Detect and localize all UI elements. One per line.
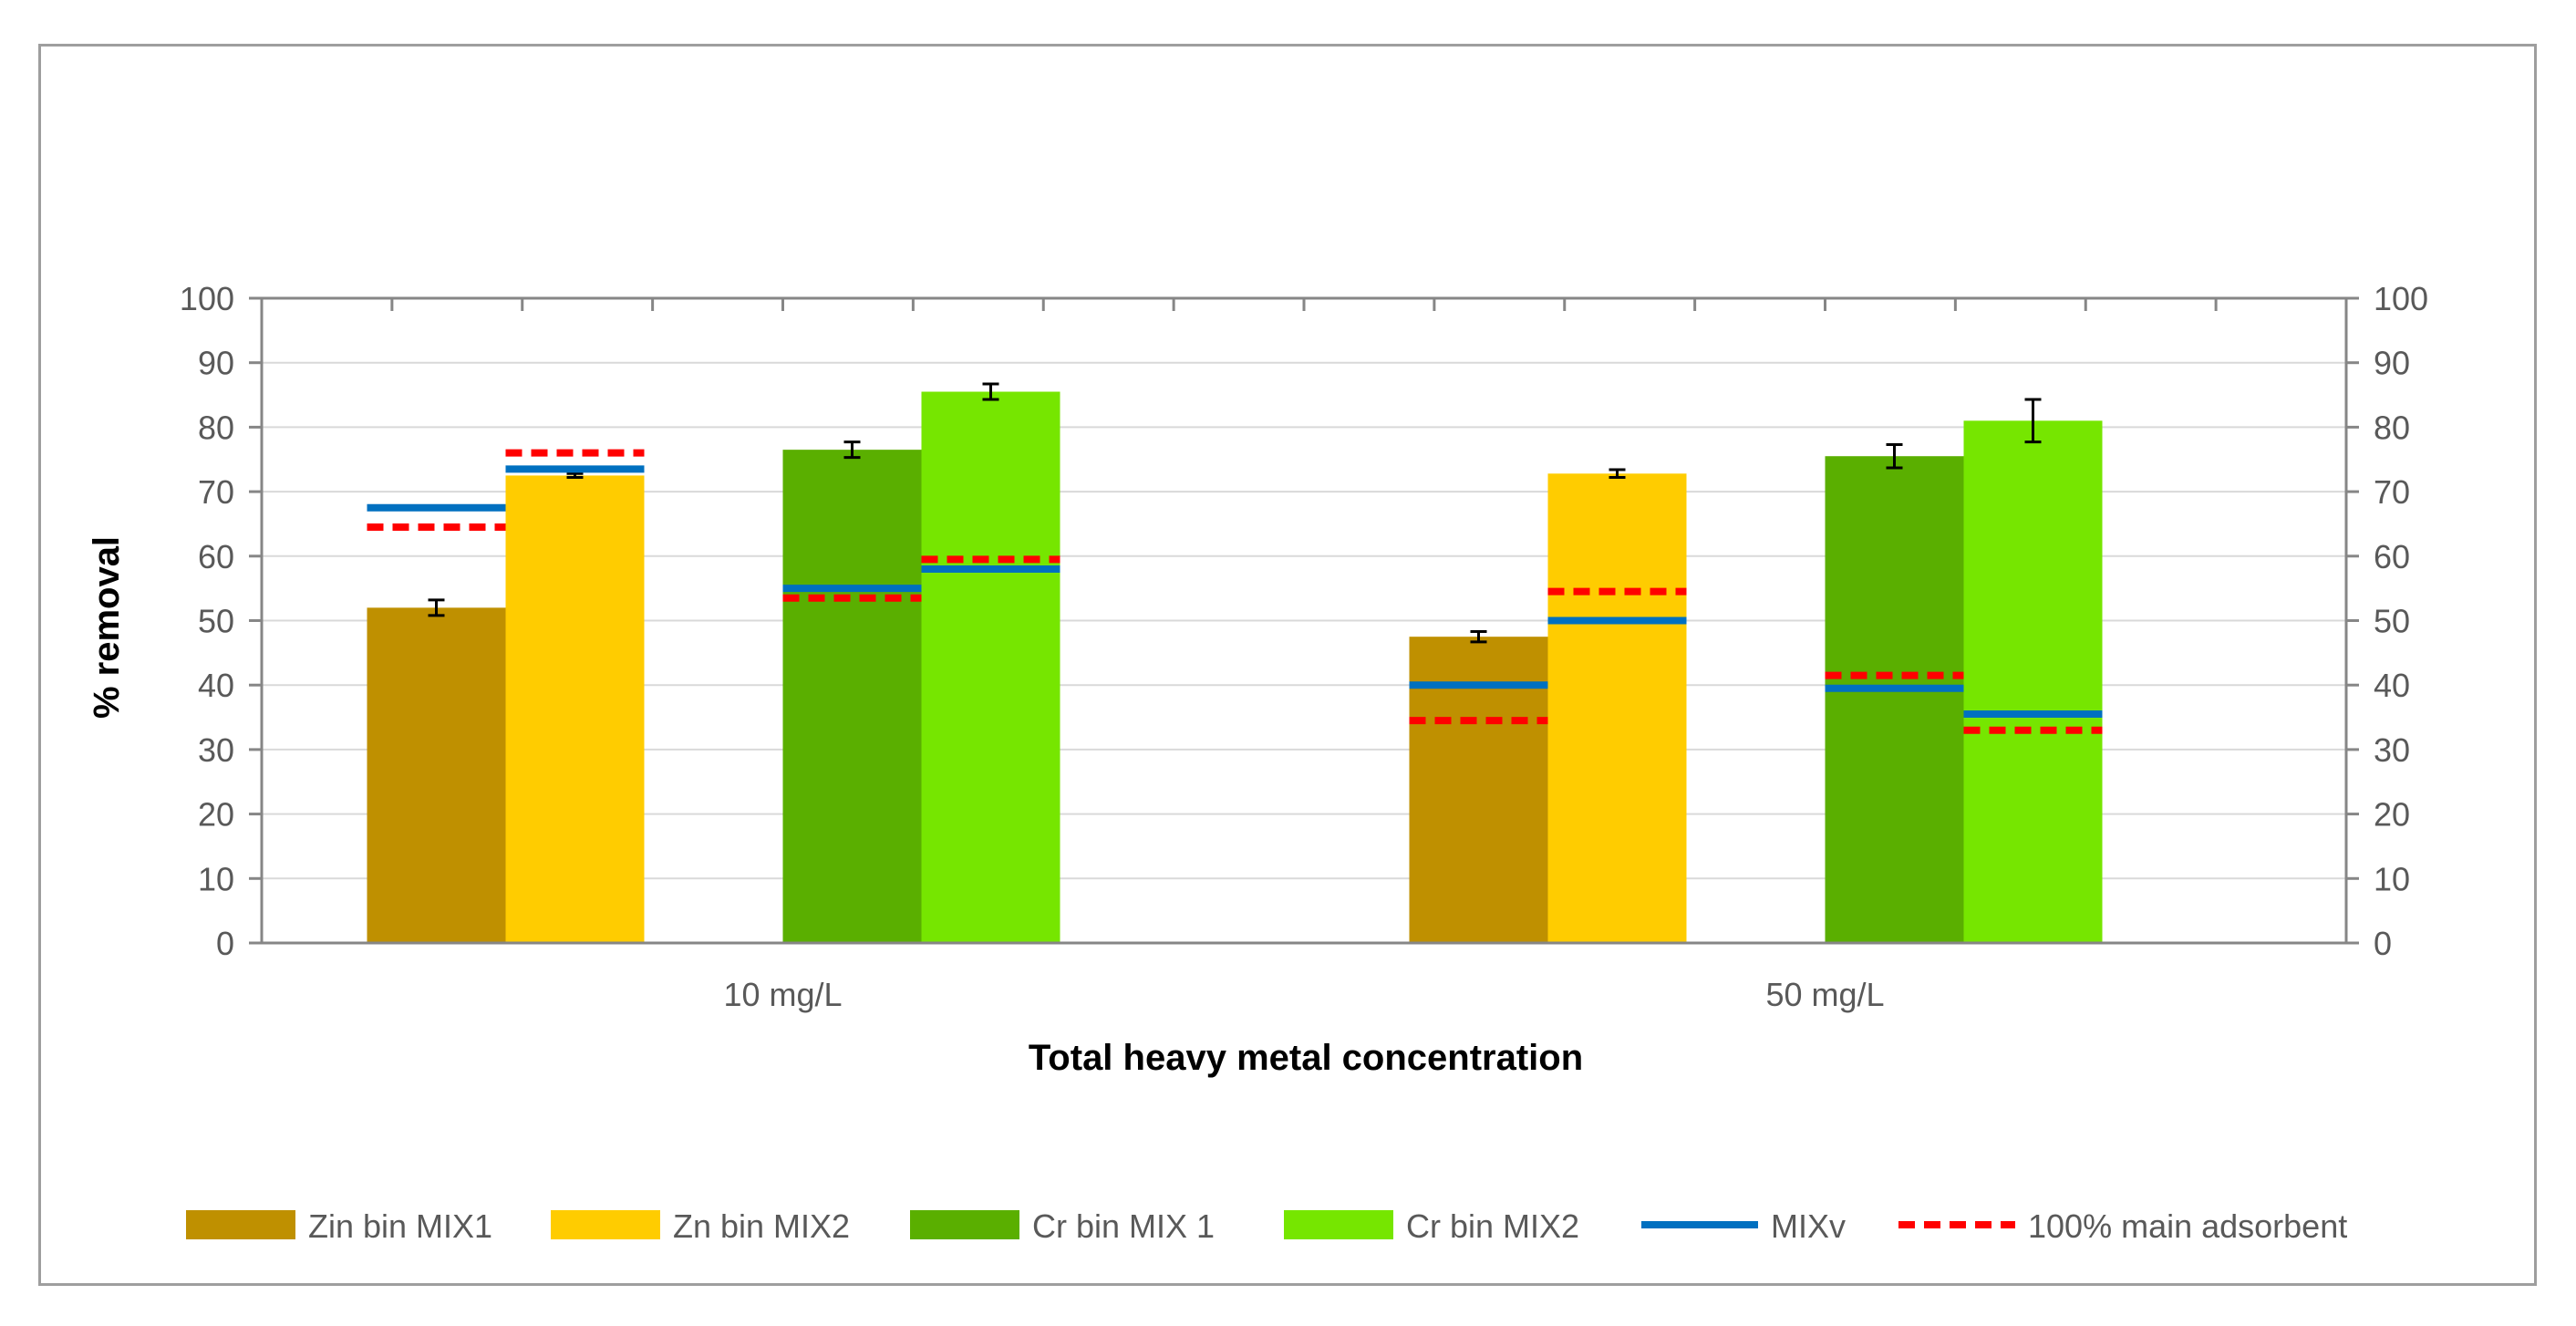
y-tick-label: 50 — [198, 603, 234, 640]
y-tick-label: 20 — [198, 796, 234, 834]
y-tick-label: 10 — [198, 860, 234, 897]
legend-swatch-0 — [186, 1210, 295, 1239]
legend-label-4: MIXv — [1771, 1207, 1846, 1245]
y2-tick-label: 80 — [2374, 409, 2410, 446]
y2-tick-label: 10 — [2374, 860, 2410, 897]
y2-tick-label: 30 — [2374, 731, 2410, 769]
bar-0-0 — [367, 607, 506, 943]
y2-tick-label: 20 — [2374, 796, 2410, 834]
legend-label-1: Zn bin MIX2 — [673, 1207, 850, 1245]
y2-tick-label: 90 — [2374, 345, 2410, 382]
x-axis-title: Total heavy metal concentration — [1029, 1038, 1583, 1078]
y2-tick-label: 60 — [2374, 538, 2410, 575]
bar-1-0 — [505, 475, 645, 943]
y-tick-label: 80 — [198, 409, 234, 446]
bar-1-1 — [1547, 473, 1687, 943]
y-tick-label: 60 — [198, 538, 234, 575]
y-axis-title: % removal — [87, 536, 127, 719]
y-tick-labels: 0 10 20 30 40 50 60 70 80 90 100 — [180, 280, 234, 962]
legend-label-3: Cr bin MIX2 — [1406, 1207, 1579, 1245]
legend-label-2: Cr bin MIX 1 — [1032, 1207, 1215, 1245]
bar-2-1 — [1825, 456, 1964, 944]
y2-tick-label: 100 — [2374, 280, 2428, 317]
y-tick-label: 0 — [216, 925, 234, 962]
y2-tick-label: 70 — [2374, 473, 2410, 511]
bars — [367, 391, 2103, 944]
bar-3-1 — [1963, 420, 2103, 944]
legend-label-5: 100% main adsorbent — [2028, 1207, 2347, 1245]
y2-tick-label: 50 — [2374, 603, 2410, 640]
y2-tick-label: 40 — [2374, 667, 2410, 704]
y-tick-label: 70 — [198, 473, 234, 511]
legend-swatch-2 — [910, 1210, 1019, 1239]
legend-label-0: Zin bin MIX1 — [308, 1207, 492, 1245]
y-tick-label: 90 — [198, 345, 234, 382]
y2-tick-label: 0 — [2374, 925, 2392, 962]
x-tick-label: 10 mg/L — [723, 976, 842, 1013]
line-markers — [367, 449, 2103, 734]
legend-swatch-1 — [551, 1210, 660, 1239]
legend: Zin bin MIX1 Zn bin MIX2 Cr bin MIX 1 Cr bi… — [186, 1207, 2347, 1245]
bar-3-0 — [921, 391, 1060, 943]
y-tick-label: 100 — [180, 280, 234, 317]
axes — [249, 296, 2359, 945]
x-tick-label: 50 mg/L — [1765, 976, 1884, 1013]
y-tick-label: 30 — [198, 731, 234, 769]
y-tick-label: 40 — [198, 667, 234, 704]
error-bars — [428, 382, 2042, 644]
bar-2-0 — [782, 450, 922, 943]
x-tick-labels: 10 mg/L 50 mg/L — [723, 976, 1884, 1013]
y2-tick-labels: 0 10 20 30 40 50 60 70 80 90 100 — [2374, 280, 2428, 962]
legend-swatch-3 — [1284, 1210, 1393, 1239]
